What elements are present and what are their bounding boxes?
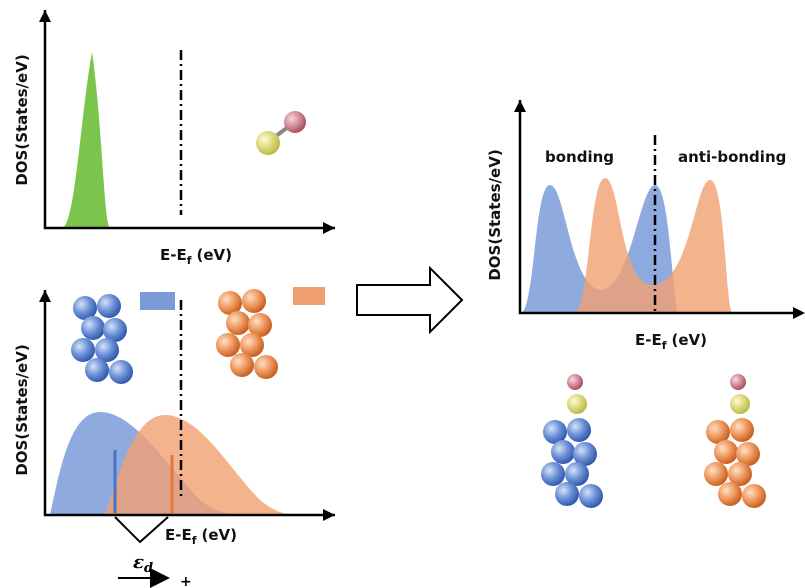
x-label-unit: (eV) — [197, 246, 233, 264]
x-label-sub: f — [662, 339, 667, 352]
atom-c — [256, 131, 280, 155]
cluster-orange — [216, 289, 278, 379]
atom-c — [730, 394, 750, 414]
x-label-main: E-E — [165, 526, 192, 544]
eps-d: εd — [133, 552, 153, 576]
cluster-orange-ads — [704, 374, 766, 508]
x-label-unit: (eV) — [202, 526, 238, 544]
panel-3: bonding anti-bonding DOS(States/eV) E-Ef… — [486, 100, 805, 508]
panel-2: εd + DOS(States/eV) E-Ef (eV) — [13, 287, 335, 588]
plus: + — [180, 574, 192, 588]
bonding-label: bonding — [545, 148, 614, 166]
atom — [230, 353, 254, 377]
x-label-main: E-E — [160, 246, 187, 264]
anti-bonding-label: anti-bonding — [678, 148, 786, 166]
atom — [742, 484, 766, 508]
x-label-unit: (eV) — [672, 331, 708, 349]
y-label: DOS(States/eV) — [486, 149, 504, 280]
atom — [551, 440, 575, 464]
atom — [718, 482, 742, 506]
atom — [567, 418, 591, 442]
atom-o — [730, 374, 746, 390]
cluster-blue — [71, 294, 133, 384]
atom — [704, 462, 728, 486]
bracket — [115, 517, 168, 542]
eps: ε — [133, 552, 144, 573]
green-peak — [62, 52, 110, 228]
atom — [216, 333, 240, 357]
atom — [85, 358, 109, 382]
atom-o — [284, 111, 306, 133]
diagram: DOS(States/eV) E-Ef(eV) εd + DOS(States/… — [0, 0, 805, 588]
atom — [714, 440, 738, 464]
atom — [579, 484, 603, 508]
atom-c — [567, 394, 587, 414]
big-arrow — [357, 268, 462, 332]
y-label: DOS(States/eV) — [13, 344, 31, 475]
x-label: E-Ef (eV) — [165, 526, 237, 547]
x-label-sub: f — [187, 254, 192, 267]
y-label: DOS(States/eV) — [13, 54, 31, 185]
atom — [541, 462, 565, 486]
atom-o — [567, 374, 583, 390]
x-label-main: E-E — [635, 331, 662, 349]
panel-1: DOS(States/eV) E-Ef (eV) — [13, 10, 335, 267]
atom — [555, 482, 579, 506]
swatch-orange — [293, 287, 325, 305]
x-label: E-Ef (eV) — [160, 246, 232, 267]
cluster-blue-ads — [541, 374, 603, 508]
x-label-sub: f — [192, 534, 197, 547]
atom — [81, 316, 105, 340]
atom — [97, 294, 121, 318]
x-label: E-Ef (eV) — [635, 331, 707, 352]
atom — [226, 311, 250, 335]
swatch-blue — [140, 292, 175, 310]
atom — [242, 289, 266, 313]
atom — [109, 360, 133, 384]
atom — [71, 338, 95, 362]
eps-sub: d — [144, 561, 153, 576]
atom — [730, 418, 754, 442]
atom — [254, 355, 278, 379]
